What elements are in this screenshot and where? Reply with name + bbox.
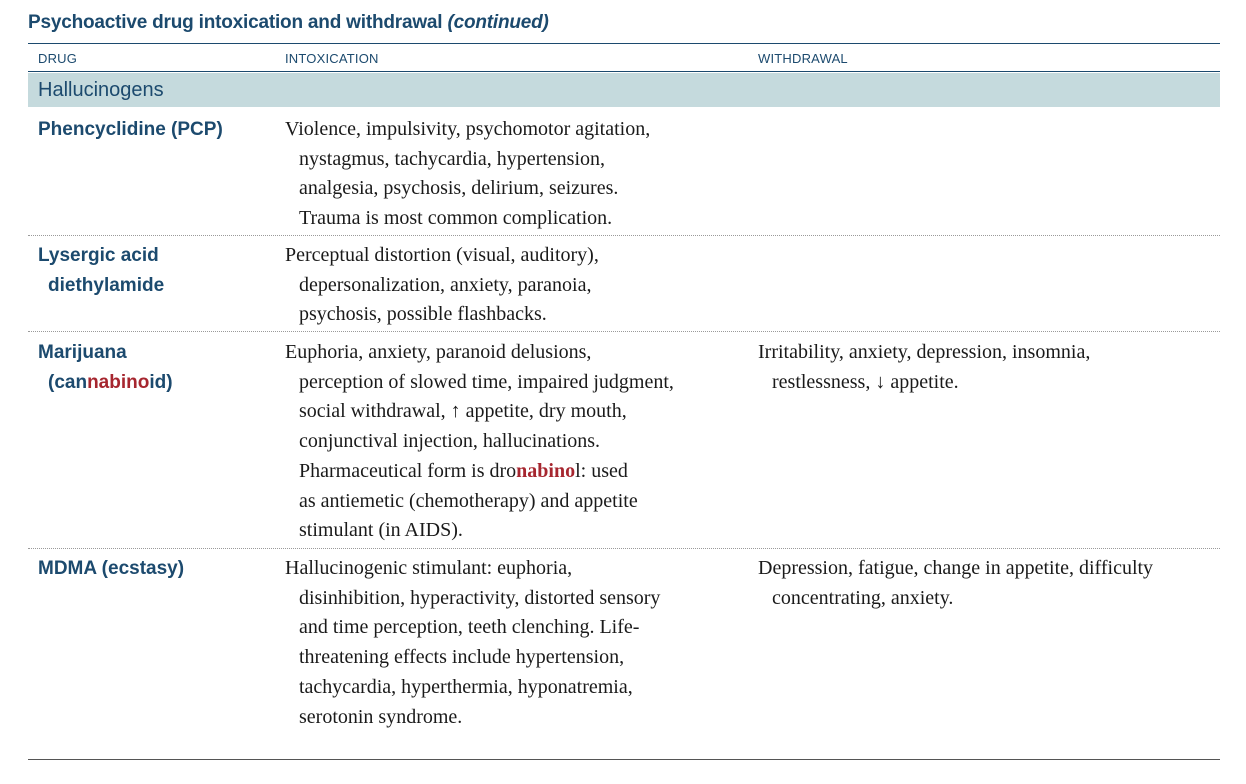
header-rule — [28, 71, 1220, 72]
withdrawal-cell: Irritability, anxiety, depression, insom… — [758, 341, 1091, 393]
intoxication-cell: Euphoria, anxiety, paranoid delusions, p… — [285, 341, 674, 542]
intoxication-cell: Perceptual distortion (visual, auditory)… — [285, 244, 599, 326]
row-divider — [28, 331, 1220, 332]
section-title: Hallucinogens — [38, 79, 164, 101]
column-header-drug: DRUG — [38, 51, 78, 66]
withdrawal-cell: Depression, fatigue, change in appetite,… — [758, 557, 1154, 609]
row-divider — [28, 235, 1220, 236]
drug-name: Marijuana (cannabinoid) — [38, 342, 173, 393]
bottom-rule — [28, 759, 1220, 760]
column-header-withdrawal: WITHDRAWAL — [758, 51, 848, 66]
page-title: Psychoactive drug intoxication and withd… — [28, 12, 549, 33]
intoxication-cell: Violence, impulsivity, psychomotor agita… — [285, 118, 651, 230]
row-divider — [28, 548, 1220, 549]
top-rule — [28, 43, 1220, 44]
highlight-stem: nabino — [516, 459, 576, 482]
intoxication-cell: Hallucinogenic stimulant: euphoria, disi… — [285, 557, 661, 728]
column-header-intoxication: INTOXICATION — [285, 51, 379, 66]
section-header: Hallucinogens — [28, 73, 1220, 107]
highlight-stem: nabino — [87, 372, 150, 393]
drug-name: Phencyclidine (PCP) — [38, 119, 223, 140]
drug-name: MDMA (ecstasy) — [38, 558, 185, 579]
drug-name: Lysergic acid diethylamide — [38, 245, 165, 296]
table-header: DRUG INTOXICATION WITHDRAWAL — [28, 46, 1220, 70]
